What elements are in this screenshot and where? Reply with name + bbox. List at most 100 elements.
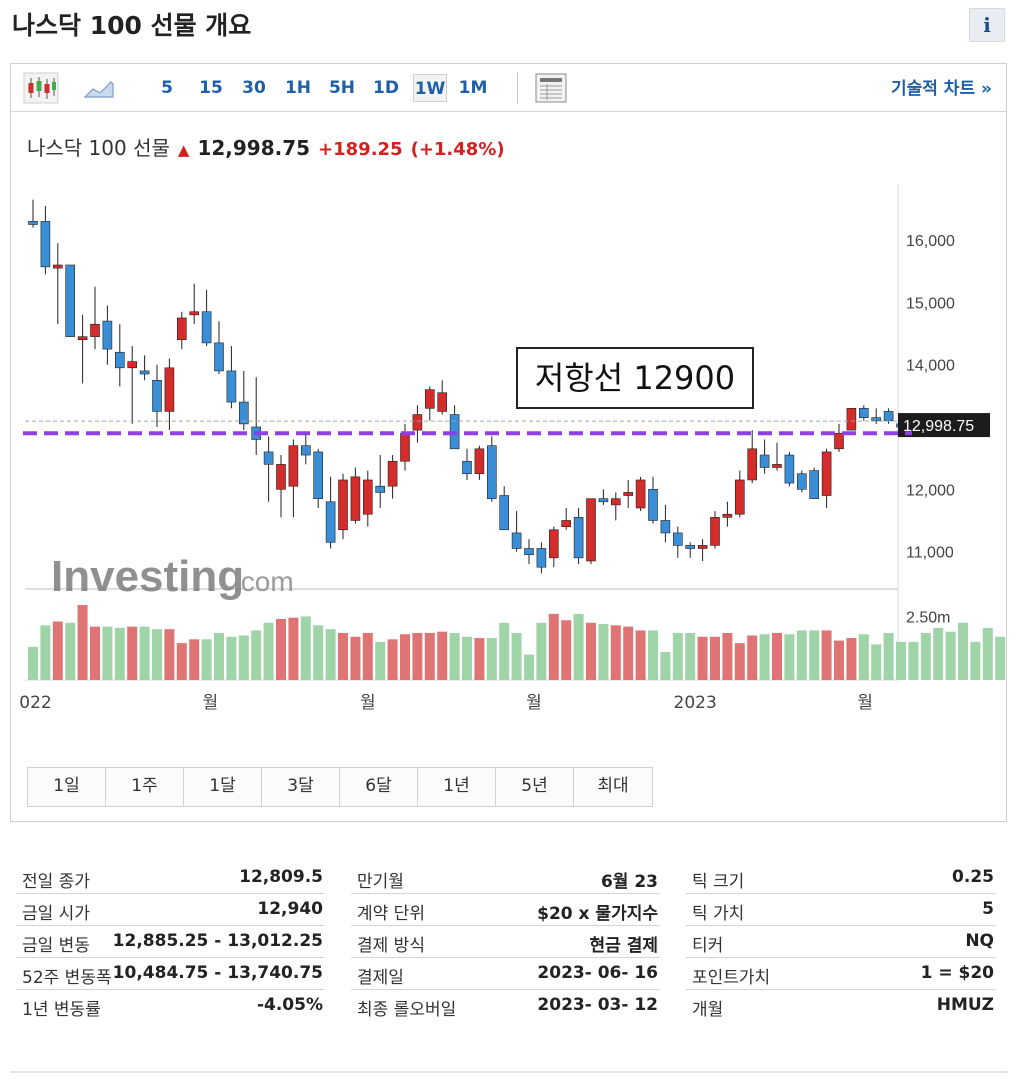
- volume-bar: [858, 634, 869, 680]
- candle-body: [65, 264, 76, 337]
- volume-bar: [573, 613, 584, 680]
- volume-bar: [152, 629, 162, 680]
- candle-body: [573, 517, 584, 559]
- stat-value: 5: [982, 899, 994, 919]
- volume-bar: [486, 638, 497, 680]
- x-tick-label: 월: [857, 693, 873, 713]
- candle-body: [276, 464, 286, 490]
- stat-value: $20 x 물가지수: [537, 904, 658, 924]
- candle-body: [722, 513, 733, 518]
- info-button[interactable]: i: [969, 8, 1005, 42]
- candle-body: [809, 470, 820, 499]
- volume-bar: [251, 630, 262, 680]
- range-button[interactable]: 5년: [496, 768, 574, 806]
- stat-label: 만기월: [357, 872, 404, 892]
- stats-column-2: 만기월 6월 23 계약 단위 $20 x 물가지수 결제 방식 현금 결제 결제일 2…: [351, 862, 660, 1022]
- price-chart[interactable]: 16,000 15,000 14,000 12,000 11,000 Investing.…: [11, 64, 1006, 754]
- interval-1h[interactable]: 1H: [284, 78, 312, 98]
- volume-bar: [908, 641, 919, 680]
- last-price-label: 12,998.75: [903, 418, 974, 435]
- candle-body: [710, 517, 720, 546]
- stat-label: 계약 단위: [357, 904, 425, 924]
- interval-5h[interactable]: 5H: [328, 78, 356, 98]
- volume-bar: [995, 636, 1006, 680]
- interval-15[interactable]: 15: [199, 78, 223, 98]
- candle-body: [77, 336, 88, 341]
- candle-body: [362, 479, 373, 515]
- stat-value: 1 = $20: [920, 963, 994, 983]
- volume-bar: [896, 641, 906, 680]
- stat-label: 틱 가치: [692, 904, 745, 924]
- candle-body: [115, 351, 125, 369]
- range-button[interactable]: 1주: [106, 768, 184, 806]
- volume-bar: [598, 624, 609, 680]
- range-button[interactable]: 1년: [418, 768, 496, 806]
- candle-body: [350, 476, 361, 521]
- volume-bar: [672, 632, 683, 680]
- interval-1d[interactable]: 1D: [373, 78, 399, 98]
- volume-bar: [834, 640, 844, 680]
- volume-bar: [424, 632, 435, 680]
- up-arrow-icon: ▲: [177, 141, 190, 159]
- candle-body: [139, 370, 150, 375]
- volume-bar: [474, 638, 485, 680]
- range-button[interactable]: 3달: [262, 768, 340, 806]
- volume-bar: [660, 652, 671, 680]
- volume-bar: [871, 644, 882, 680]
- interval-1m[interactable]: 1M: [458, 78, 488, 98]
- volume-bar: [238, 635, 249, 680]
- candle-body: [499, 495, 510, 531]
- candlestick-chart-icon[interactable]: [23, 72, 59, 104]
- volume-bar: [189, 639, 200, 680]
- volume-bar: [102, 626, 113, 680]
- volume-bar: [90, 626, 100, 680]
- volume-bar: [400, 634, 410, 680]
- candle-body: [784, 454, 795, 484]
- stat-row: 52주 변동폭 10,484.75 - 13,740.75: [16, 958, 325, 990]
- y-tick-label: 15,000: [906, 295, 955, 312]
- resistance-annotation: 저항선 12900: [516, 347, 754, 409]
- volume-bar: [28, 646, 38, 680]
- stat-label: 금일 시가: [22, 904, 90, 924]
- area-chart-icon[interactable]: [81, 72, 117, 104]
- table-view-icon[interactable]: [533, 72, 569, 104]
- interval-30[interactable]: 30: [242, 78, 266, 98]
- time-range-selector: 1일 1주 1달 3달 6달 1년 5년 최대: [27, 767, 653, 807]
- volume-bar: [945, 631, 956, 680]
- x-tick-label: 월: [526, 693, 542, 713]
- stat-value: 2023- 03- 12: [537, 995, 658, 1015]
- volume-bar: [276, 618, 286, 680]
- chart-widget: 5 15 30 1H 5H 1D 1W 1M 기술적 차트 » 나스닥 100 …: [10, 63, 1007, 822]
- interval-5[interactable]: 5: [161, 78, 173, 98]
- candle-body: [536, 548, 547, 568]
- volume-bar: [796, 630, 807, 680]
- stat-row: 티커 NQ: [686, 926, 996, 958]
- range-button[interactable]: 최대: [574, 768, 652, 806]
- candle-body: [239, 401, 249, 425]
- technical-chart-link[interactable]: 기술적 차트 »: [890, 79, 992, 99]
- volume-bar: [958, 622, 968, 680]
- x-tick-label: 월: [202, 693, 218, 713]
- stat-row: 금일 시가 12,940: [16, 894, 325, 926]
- volume-bar: [610, 625, 621, 680]
- range-button[interactable]: 1달: [184, 768, 262, 806]
- y-tick-label: 12,000: [906, 482, 955, 499]
- volume-bar: [65, 622, 76, 680]
- candle-body: [486, 445, 497, 499]
- volume-bar: [846, 638, 857, 680]
- range-button[interactable]: 1일: [28, 768, 106, 806]
- stat-row: 틱 가치 5: [686, 894, 996, 926]
- volume-bar: [648, 630, 658, 680]
- interval-1w[interactable]: 1W: [413, 74, 447, 102]
- volume-bar: [313, 625, 324, 680]
- candle-body: [177, 317, 187, 341]
- range-button[interactable]: 6달: [340, 768, 418, 806]
- volume-bar: [462, 636, 472, 680]
- candle-body: [772, 464, 782, 468]
- stat-label: 개월: [692, 1000, 724, 1020]
- volume-bar: [127, 626, 138, 680]
- candle-body: [387, 460, 398, 487]
- toolbar-divider: [517, 72, 518, 104]
- stat-value: HMUZ: [936, 995, 994, 1015]
- candle-body: [189, 311, 199, 316]
